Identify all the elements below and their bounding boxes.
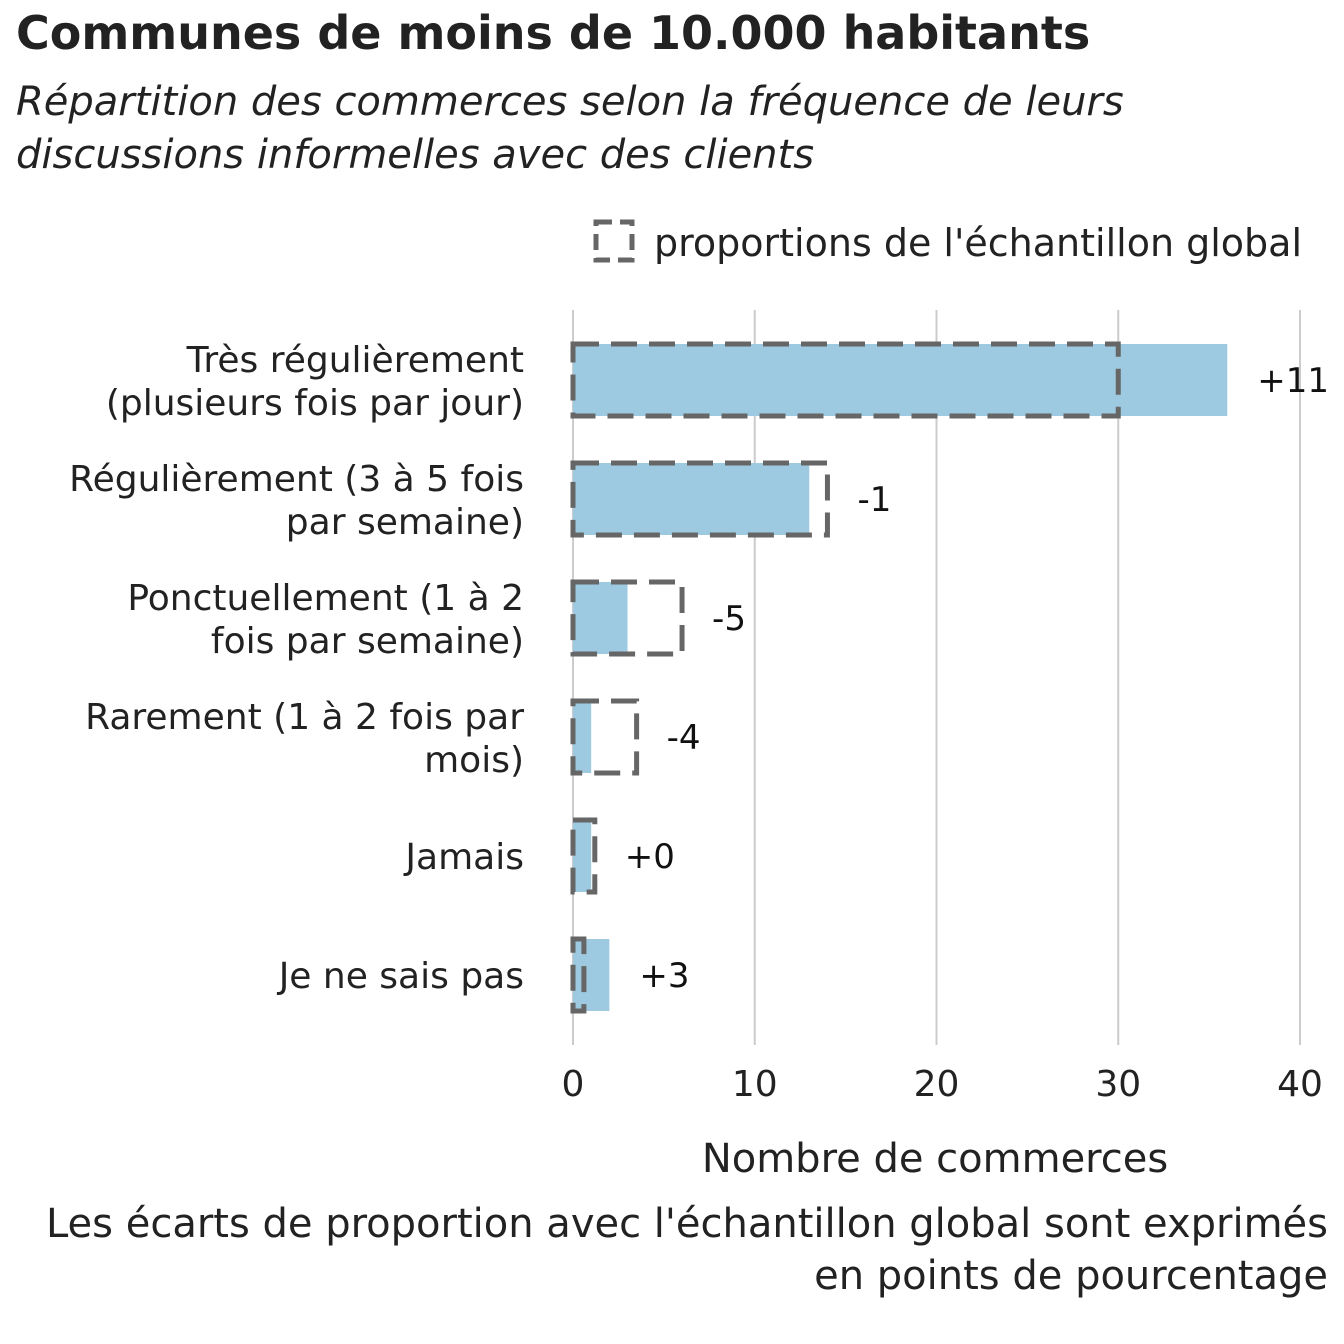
category-label: Je ne sais pas	[277, 956, 524, 997]
global-proportion-outline	[570, 698, 640, 776]
bar	[573, 582, 628, 654]
grid-lines	[572, 310, 1301, 1045]
chart-subtitle: Répartition des commerces selon la fréqu…	[16, 79, 1124, 178]
chart-caption: Les écarts de proportion avec l'échantil…	[45, 1201, 1328, 1299]
chart-title: Communes de moins de 10.000 habitants	[16, 6, 1091, 60]
x-tick-label: 10	[732, 1064, 778, 1105]
bar-chart: proportions de l'échantillon global 0 10 2…	[69, 219, 1329, 1182]
bar	[573, 344, 1228, 416]
difference-label: -1	[857, 480, 891, 520]
difference-label: +3	[639, 956, 689, 996]
category-label: Régulièrement (3 à 5 fois par semaine)	[69, 459, 524, 543]
category-labels: Très régulièrement (plusieurs fois par jo…	[69, 340, 524, 997]
difference-label: -5	[712, 599, 746, 639]
bar	[573, 820, 592, 892]
bar	[573, 463, 810, 535]
x-tick-labels: 0 10 20 30 40	[562, 1064, 1323, 1105]
x-axis-label: Nombre de commerces	[702, 1136, 1168, 1182]
x-tick-label: 0	[562, 1064, 585, 1105]
category-label: Très régulièrement (plusieurs fois par jo…	[106, 340, 524, 424]
legend-dashed-swatch	[593, 219, 635, 263]
x-tick-label: 30	[1095, 1064, 1141, 1105]
legend-label: proportions de l'échantillon global	[654, 221, 1302, 265]
x-tick-label: 40	[1277, 1064, 1323, 1105]
difference-label: -4	[667, 718, 701, 758]
global-proportion-outlines	[570, 341, 1121, 1014]
difference-label: +0	[625, 837, 675, 877]
category-label: Rarement (1 à 2 fois par mois)	[85, 697, 524, 781]
bar	[573, 939, 610, 1011]
category-label: Jamais	[403, 837, 524, 878]
legend: proportions de l'échantillon global	[593, 219, 1302, 265]
difference-annotations: +11 -1 -5 -4 +0 +3	[625, 361, 1329, 996]
difference-label: +11	[1257, 361, 1329, 401]
global-proportion-outline	[570, 936, 587, 1014]
x-tick-label: 20	[914, 1064, 960, 1105]
bars	[573, 344, 1228, 1011]
global-proportion-outline	[570, 579, 685, 657]
global-proportion-outline	[570, 817, 598, 895]
category-label: Ponctuellement (1 à 2 fois par semaine)	[127, 578, 524, 662]
bar	[573, 701, 592, 773]
global-proportion-outline	[570, 341, 1121, 419]
global-proportion-outline	[570, 460, 830, 538]
